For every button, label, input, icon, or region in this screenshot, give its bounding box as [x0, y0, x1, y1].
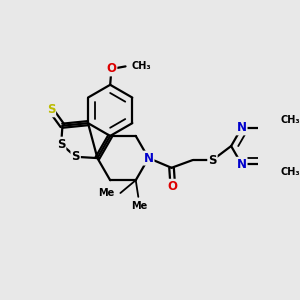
Text: N: N	[237, 158, 247, 171]
Text: Me: Me	[131, 201, 148, 211]
Text: S: S	[47, 103, 55, 116]
Text: Me: Me	[98, 188, 114, 198]
Text: O: O	[106, 62, 116, 75]
Text: CH₃: CH₃	[280, 115, 300, 125]
Text: N: N	[143, 152, 154, 165]
Text: CH₃: CH₃	[280, 167, 300, 177]
Text: S: S	[57, 138, 65, 151]
Text: O: O	[168, 180, 178, 193]
Text: CH₃: CH₃	[132, 61, 152, 71]
Text: N: N	[237, 122, 247, 134]
Text: S: S	[208, 154, 217, 166]
Text: S: S	[71, 150, 80, 163]
